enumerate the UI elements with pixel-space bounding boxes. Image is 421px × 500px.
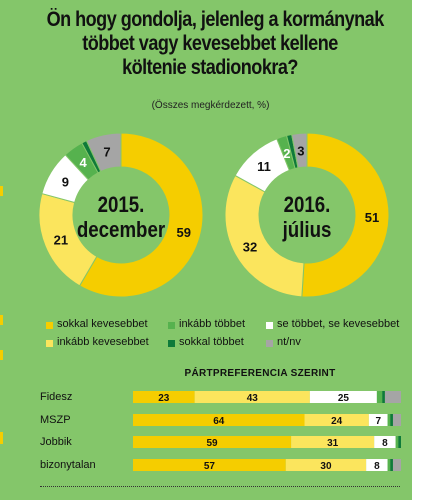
bar-value-label: 43: [247, 393, 259, 404]
title-line-2: többet vagy kevesebbet kellene: [82, 32, 338, 55]
chart-subtitle: (Összes megkérdezett, %): [151, 100, 270, 111]
title-line-1: Ön hogy gondolja, jelenleg a kormánynak: [46, 8, 385, 31]
bar-value-label: 30: [320, 461, 332, 472]
bar-value-label: 7: [375, 416, 381, 427]
slice-value-label: 4: [80, 155, 88, 170]
legend-label: sokkal többet: [179, 336, 244, 348]
donut-center-label: 2015.: [98, 194, 145, 218]
category-label: Fidesz: [40, 391, 73, 403]
bar-segment: [194, 391, 310, 403]
donut-center-label: december: [77, 219, 165, 243]
legend-swatch: [266, 340, 273, 347]
bar-segment: [285, 459, 367, 471]
legend-swatch: [168, 340, 175, 347]
legend-swatch: [168, 322, 175, 329]
edge-marker: [0, 432, 3, 444]
edge-marker: [0, 186, 3, 196]
dotted-divider: [40, 486, 400, 487]
slice-value-label: 21: [54, 233, 68, 248]
bar-segment: [392, 414, 401, 426]
legend-swatch: [46, 322, 53, 329]
edge-marker: [0, 315, 3, 325]
legend-swatch: [46, 340, 53, 347]
edge-marker: [0, 350, 3, 360]
bar-value-label: 24: [331, 416, 343, 427]
title-line-3: költenie stadionokra?: [122, 56, 298, 79]
slice-value-label: 32: [243, 239, 257, 254]
legend-label: inkább kevesebbet: [57, 336, 149, 348]
page-margin: [412, 0, 421, 500]
donut-slice: [301, 132, 390, 298]
bar-value-label: 8: [382, 438, 388, 449]
slice-value-label: 7: [103, 145, 110, 160]
party-chart-title: PÁRTPREFERENCIA SZERINT: [184, 368, 336, 379]
slice-value-label: 2: [283, 146, 290, 161]
slice-value-label: 51: [365, 210, 379, 225]
bar-segment: [387, 414, 391, 426]
legend-label: se többet, se kevesebbet: [277, 318, 400, 330]
bar-value-label: 23: [158, 393, 170, 404]
bar-segment: [387, 459, 391, 471]
donut-slice: [85, 132, 122, 173]
bar-segment: [309, 391, 377, 403]
slice-value-label: 3: [297, 143, 304, 158]
bar-value-label: 25: [338, 393, 350, 404]
bar-segment: [384, 391, 401, 403]
donut-center-label: július: [282, 219, 332, 243]
donut-center-label: 2016.: [284, 194, 331, 218]
bar-value-label: 57: [204, 461, 216, 472]
legend-label: sokkal kevesebbet: [57, 318, 148, 330]
bar-segment: [382, 391, 385, 403]
bar-value-label: 64: [213, 416, 225, 427]
donut-slice: [291, 132, 308, 169]
category-label: Jobbik: [40, 436, 72, 448]
bar-segment: [366, 459, 388, 471]
bar-segment: [368, 414, 388, 426]
category-label: bizonytalan: [40, 459, 96, 471]
donut-slice: [224, 174, 305, 298]
bar-segment: [304, 414, 369, 426]
chart-title: Ön hogy gondolja, jelenleg a kormánynak …: [46, 8, 385, 80]
bar-segment: [390, 459, 393, 471]
bar-value-label: 8: [374, 461, 380, 472]
slice-value-label: 9: [62, 174, 69, 189]
bar-segment: [133, 391, 195, 403]
slice-value-label: 11: [257, 159, 271, 174]
bar-segment: [374, 436, 396, 448]
legend-swatch: [266, 322, 273, 329]
legend-label: inkább többet: [179, 318, 246, 330]
category-label: MSZP: [40, 414, 71, 426]
bar-segment: [133, 459, 286, 471]
bar-segment: [376, 391, 383, 403]
donut-slice: [78, 132, 204, 298]
bar-value-label: 59: [206, 438, 218, 449]
bar-segment: [133, 436, 292, 448]
bar-segment: [395, 436, 399, 448]
bar-segment: [390, 414, 393, 426]
bar-segment: [392, 459, 401, 471]
bar-segment: [398, 436, 401, 448]
bar-value-label: 31: [327, 438, 339, 449]
bar-segment: [291, 436, 375, 448]
slice-value-label: 59: [177, 225, 191, 240]
legend-label: nt/nv: [277, 336, 301, 348]
bar-segment: [133, 414, 305, 426]
